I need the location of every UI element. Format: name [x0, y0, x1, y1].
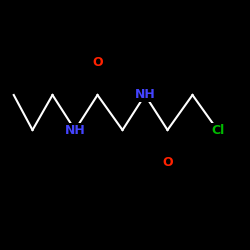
Text: Cl: Cl — [211, 124, 224, 136]
FancyBboxPatch shape — [92, 56, 102, 69]
FancyBboxPatch shape — [162, 156, 172, 170]
FancyBboxPatch shape — [137, 88, 153, 102]
Text: NH: NH — [64, 124, 86, 136]
FancyBboxPatch shape — [67, 123, 83, 137]
Text: O: O — [162, 156, 173, 169]
Text: O: O — [92, 56, 103, 69]
FancyBboxPatch shape — [210, 123, 226, 137]
Text: NH: NH — [134, 88, 156, 102]
